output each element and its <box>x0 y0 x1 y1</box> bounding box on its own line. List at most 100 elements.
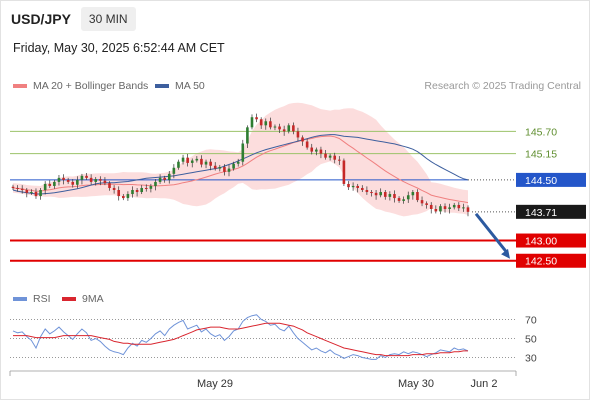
candle-body <box>71 181 75 185</box>
level-badge <box>516 172 586 187</box>
candle-body <box>292 125 295 132</box>
candle-body <box>246 127 249 144</box>
timeframe-button[interactable]: 30 MIN <box>80 7 136 31</box>
legend-ma20-label: MA 20 + Bollinger Bands <box>33 80 149 92</box>
level-label: 145.15 <box>525 149 557 161</box>
candle-body <box>328 155 332 158</box>
candle-body <box>99 179 102 181</box>
candle-body <box>195 158 199 161</box>
candle-body <box>154 181 157 186</box>
candle-body <box>347 183 350 188</box>
candle-body <box>122 196 125 199</box>
level-label: 142.50 <box>525 256 557 268</box>
candle-body <box>402 199 405 201</box>
rsi-tick-label: 70 <box>525 315 537 327</box>
candle-body <box>452 204 456 208</box>
candle-body <box>204 161 208 165</box>
ma20-swatch <box>13 84 27 88</box>
candle-body <box>80 175 84 180</box>
candle-body <box>76 179 79 185</box>
candle-body <box>190 160 194 163</box>
level-label: 143.00 <box>525 236 557 248</box>
candle-body <box>181 157 185 162</box>
candle-body <box>406 195 410 200</box>
candle-body <box>209 161 212 166</box>
candle-body <box>94 179 98 182</box>
candle-body <box>167 173 171 180</box>
candle-body <box>250 117 254 128</box>
level-label: 143.71 <box>525 207 557 219</box>
candle-body <box>420 200 424 204</box>
candle-body <box>108 183 111 188</box>
candle-body <box>388 194 392 197</box>
candle-body <box>365 190 369 193</box>
candle-body <box>232 163 235 169</box>
candle-body <box>126 194 130 199</box>
rsi-ma-line <box>13 322 468 357</box>
candle-body <box>149 185 153 189</box>
rsi-tick-label: 30 <box>525 353 537 365</box>
candle-body <box>296 131 300 138</box>
candle-body <box>342 160 346 184</box>
x-axis-label: Jun 2 <box>471 378 498 390</box>
candle-body <box>255 117 258 120</box>
candle-body <box>223 166 226 172</box>
candle-body <box>62 177 65 180</box>
copyright-label: Research © 2025 Trading Central <box>424 80 581 92</box>
rsi-swatch <box>13 297 27 301</box>
candle-body <box>103 180 107 184</box>
candle-body <box>457 204 461 209</box>
candle-body <box>66 179 70 182</box>
candle-body <box>278 126 281 130</box>
candle-body <box>356 185 359 188</box>
legend-rsi: RSI <box>13 293 51 305</box>
candle-body <box>131 190 134 195</box>
rsi-tick-label: 50 <box>525 334 537 346</box>
candle-body <box>144 187 148 189</box>
candle-body <box>117 190 121 197</box>
candle-body <box>370 192 373 194</box>
level-label: 145.70 <box>525 126 557 138</box>
candle-body <box>360 187 364 190</box>
candle-body <box>200 158 203 165</box>
candle-body <box>53 181 56 186</box>
candle-body <box>48 183 52 186</box>
candle-body <box>34 192 38 197</box>
rsi-line <box>12 314 469 360</box>
candle-body <box>112 187 116 190</box>
candle-body <box>374 192 378 196</box>
candle-body <box>89 177 93 182</box>
candle-body <box>135 190 139 193</box>
candle-body <box>443 206 447 209</box>
candle-body <box>287 125 291 132</box>
legend-ma20: MA 20 + Bollinger Bands <box>13 80 148 92</box>
candle-body <box>416 192 419 201</box>
candle-body <box>393 194 396 199</box>
ma20-line <box>12 135 469 204</box>
candle-body <box>158 177 162 182</box>
candle-body <box>163 177 166 180</box>
candle-body <box>11 186 15 188</box>
candle-body <box>85 175 88 178</box>
datetime-label: Friday, May 30, 2025 6:52:44 AM CET <box>13 41 225 55</box>
candle-body <box>241 143 245 162</box>
candle-body <box>411 192 415 196</box>
candle-body <box>20 188 24 190</box>
candle-body <box>351 185 355 188</box>
candle-body <box>213 165 217 169</box>
candle-body <box>218 166 222 169</box>
ma50-line <box>12 134 469 195</box>
candle-body <box>177 161 180 168</box>
legend-rsi-ma: 9MA <box>62 293 104 305</box>
candle-body <box>39 190 42 197</box>
candle-body <box>319 149 323 154</box>
symbol-label[interactable]: USD/JPY <box>11 11 71 27</box>
candle-body <box>439 206 442 212</box>
candle-body <box>425 203 428 205</box>
candle-body <box>397 198 401 201</box>
candle-body <box>310 147 314 152</box>
level-badge <box>516 204 586 219</box>
forecast-arrow-head <box>501 248 510 259</box>
x-axis-label: May 30 <box>398 378 434 390</box>
